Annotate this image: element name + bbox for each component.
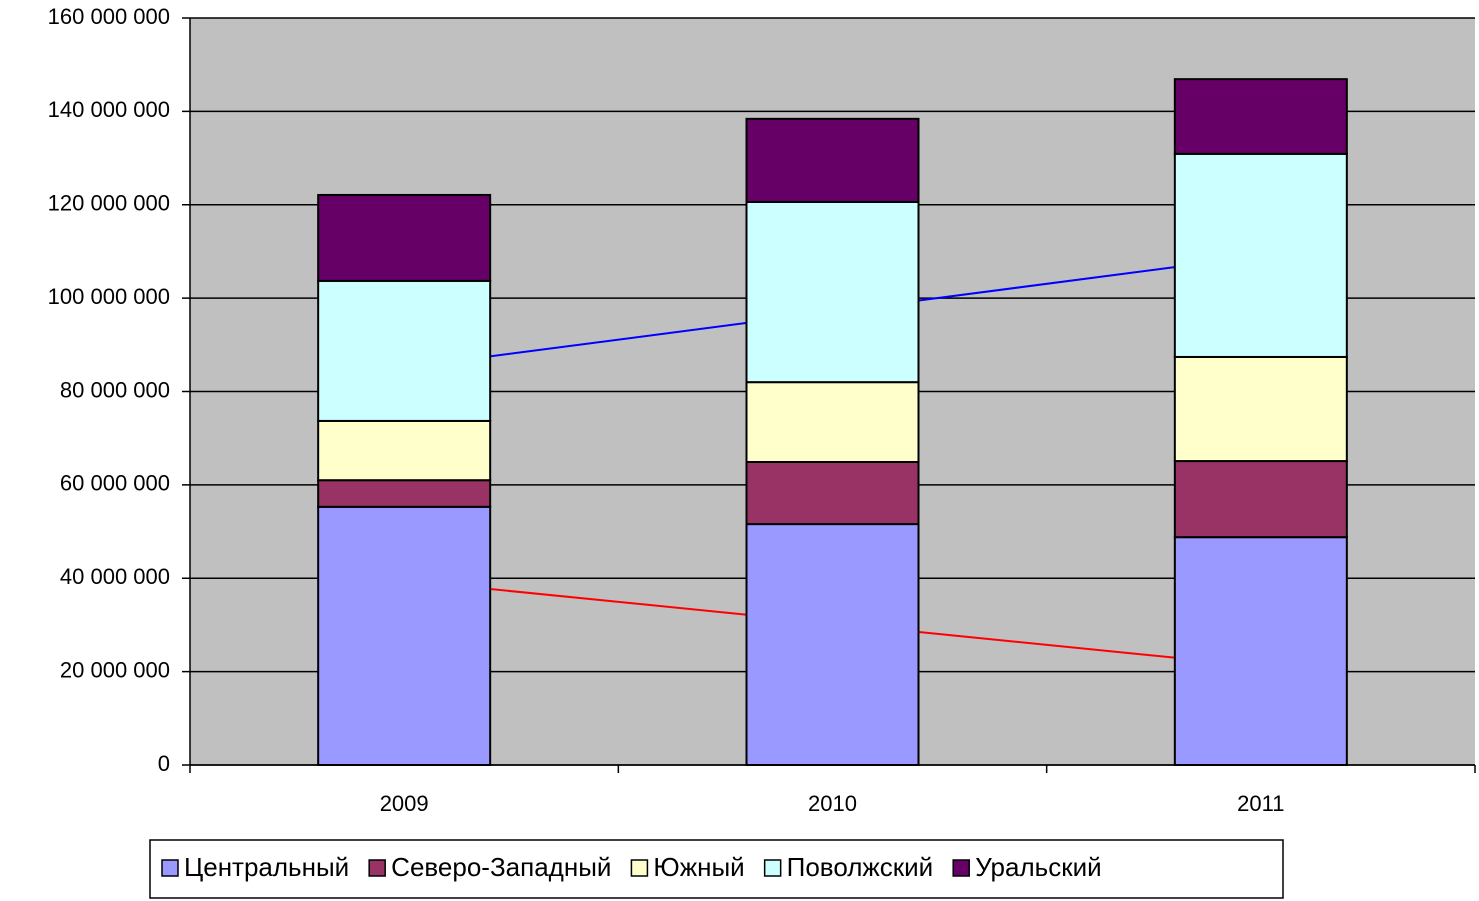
bar-segment (745, 523, 920, 767)
legend-label: Южный (653, 852, 744, 882)
bar-segment (745, 381, 920, 463)
bar-segment (745, 117, 920, 203)
y-tick-label: 60 000 000 (60, 471, 170, 496)
bar-segment (745, 460, 920, 526)
bar-segment (317, 279, 492, 422)
bar-segment (1173, 78, 1348, 155)
y-tick-label: 120 000 000 (48, 191, 170, 216)
bar-segment (1173, 152, 1348, 358)
y-tick-label: 40 000 000 (60, 564, 170, 589)
y-tick-label: 160 000 000 (48, 4, 170, 29)
legend-label: Уральский (975, 852, 1101, 882)
y-tick-label: 140 000 000 (48, 97, 170, 122)
bar-segment (317, 505, 492, 766)
x-tick-label: 2009 (380, 791, 429, 816)
bar-segment (745, 200, 920, 384)
y-tick-label: 100 000 000 (48, 284, 170, 309)
legend-label: Северо-Западный (391, 852, 611, 882)
bar-segment (317, 419, 492, 482)
x-tick-label: 2011 (1237, 791, 1284, 816)
bar-segment (317, 193, 492, 282)
x-tick-label: 2010 (808, 791, 857, 816)
legend-swatch (368, 859, 386, 877)
legend-swatch (630, 859, 649, 877)
legend-swatch (763, 859, 782, 877)
bar-segment (1173, 536, 1348, 766)
y-tick-label: 20 000 000 (60, 657, 170, 682)
legend-swatch (952, 859, 970, 877)
bar-segment (1173, 460, 1348, 539)
y-tick-label: 0 (158, 751, 170, 776)
legend-swatch (161, 859, 179, 877)
legend (149, 839, 1284, 899)
legend-label: Поволжский (787, 852, 934, 882)
bar-segment (317, 479, 492, 508)
bar-segment (1173, 355, 1348, 463)
legend-label: Центральный (184, 852, 349, 882)
y-tick-label: 80 000 000 (60, 377, 170, 402)
